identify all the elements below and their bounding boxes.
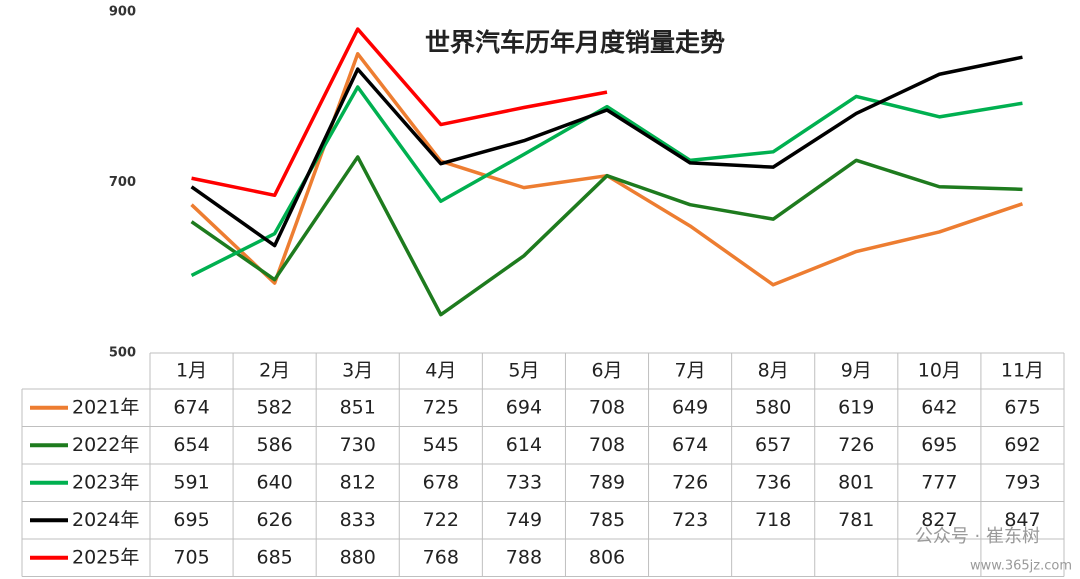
table-cell: 675 xyxy=(1004,396,1040,418)
table-cell: 695 xyxy=(921,434,957,456)
table-cell: 614 xyxy=(506,434,542,456)
table-cell: 726 xyxy=(672,471,708,493)
table-cell: 723 xyxy=(672,509,708,531)
x-tick-label: 6月 xyxy=(591,360,622,382)
table-cell: 708 xyxy=(589,434,625,456)
watermark: 公众号 · 崔东树 xyxy=(915,526,1040,547)
y-tick-label: 500 xyxy=(109,346,136,361)
table-cell: 694 xyxy=(506,396,542,418)
table-cell: 749 xyxy=(506,509,542,531)
table-cell: 545 xyxy=(423,434,459,456)
x-tick-label: 10月 xyxy=(918,360,961,382)
table-cell: 591 xyxy=(173,471,209,493)
table-cell: 619 xyxy=(838,396,874,418)
y-tick-label: 700 xyxy=(109,175,136,190)
x-tick-label: 4月 xyxy=(425,360,456,382)
table-cell: 793 xyxy=(1004,471,1040,493)
y-tick-label: 900 xyxy=(109,5,136,20)
table-cell: 654 xyxy=(173,434,209,456)
table-cell: 768 xyxy=(423,546,459,568)
table-cell: 685 xyxy=(257,546,293,568)
table-cell: 722 xyxy=(423,509,459,531)
watermark: www.365jz.com xyxy=(970,559,1072,574)
table-cell: 785 xyxy=(589,509,625,531)
x-tick-label: 9月 xyxy=(841,360,872,382)
table-cell: 788 xyxy=(506,546,542,568)
table-cell: 730 xyxy=(340,434,376,456)
table-cell: 733 xyxy=(506,471,542,493)
table-cell: 580 xyxy=(755,396,791,418)
table-cell: 851 xyxy=(340,396,376,418)
legend-label: 2023年 xyxy=(72,471,139,493)
table-cell: 847 xyxy=(1004,509,1040,531)
table-cell: 789 xyxy=(589,471,625,493)
table-cell: 781 xyxy=(838,509,874,531)
series-line xyxy=(191,27,608,198)
chart-title: 世界汽车历年月度销量走势 xyxy=(425,28,725,57)
table-cell: 801 xyxy=(838,471,874,493)
table-cell: 726 xyxy=(838,434,874,456)
table-cell: 642 xyxy=(921,396,957,418)
table-cell: 708 xyxy=(589,396,625,418)
x-tick-label: 5月 xyxy=(508,360,539,382)
table-cell: 725 xyxy=(423,396,459,418)
table-cell: 626 xyxy=(257,509,293,531)
table-cell: 586 xyxy=(257,434,293,456)
table-cell: 806 xyxy=(589,546,625,568)
table-cell: 777 xyxy=(921,471,957,493)
x-tick-label: 3月 xyxy=(342,360,373,382)
table-cell: 657 xyxy=(755,434,791,456)
table-cell: 736 xyxy=(755,471,791,493)
series-line xyxy=(190,55,1023,248)
table-cell: 674 xyxy=(173,396,209,418)
series-line xyxy=(190,52,1024,287)
series-line xyxy=(190,155,1023,317)
table-cell: 649 xyxy=(672,396,708,418)
legend-label: 2025年 xyxy=(72,546,139,568)
x-tick-label: 2月 xyxy=(259,360,290,382)
legend-label: 2024年 xyxy=(72,509,139,531)
table-cell: 695 xyxy=(173,509,209,531)
table-cell: 812 xyxy=(340,471,376,493)
table-cell: 827 xyxy=(921,509,957,531)
x-tick-label: 7月 xyxy=(675,360,706,382)
table-cell: 718 xyxy=(755,509,791,531)
legend-label: 2022年 xyxy=(72,434,139,456)
table-cell: 833 xyxy=(340,509,376,531)
table-cell: 705 xyxy=(173,546,209,568)
legend-label: 2021年 xyxy=(72,396,139,418)
x-tick-label: 1月 xyxy=(176,360,207,382)
x-tick-label: 8月 xyxy=(758,360,789,382)
table-cell: 692 xyxy=(1004,434,1040,456)
x-tick-label: 11月 xyxy=(1001,360,1044,382)
table-cell: 678 xyxy=(423,471,459,493)
table-cell: 582 xyxy=(257,396,293,418)
table-cell: 880 xyxy=(340,546,376,568)
series-line xyxy=(190,85,1023,277)
table-cell: 674 xyxy=(672,434,708,456)
table-cell: 640 xyxy=(257,471,293,493)
